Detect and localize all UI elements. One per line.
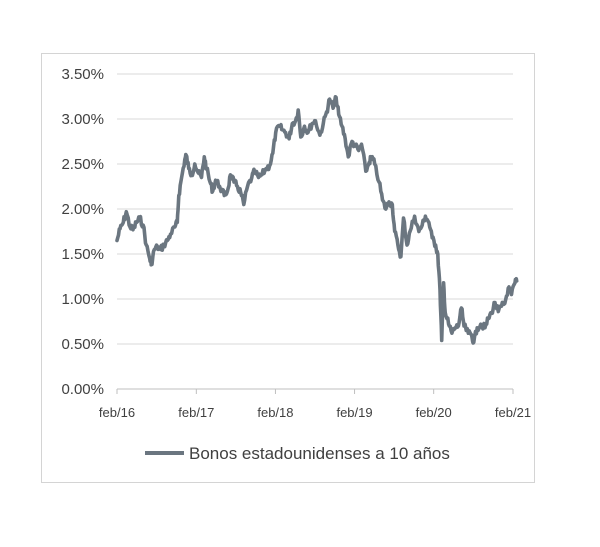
y-tick-label: 0.50%	[61, 336, 104, 353]
y-tick-label: 1.50%	[61, 246, 104, 263]
x-tick-label: feb/19	[336, 405, 372, 420]
series-line	[115, 95, 519, 345]
x-tick-label: feb/17	[178, 405, 214, 420]
axes	[116, 388, 514, 394]
chart-frame	[41, 53, 535, 483]
y-tick-label: 0.00%	[61, 381, 104, 398]
y-tick-label: 3.50%	[61, 66, 104, 83]
y-tick-label: 1.00%	[61, 291, 104, 308]
x-tick-labels: feb/16 feb/17 feb/18 feb/19 feb/20 feb/21	[99, 405, 531, 420]
legend: Bonos estadounidenses a 10 años	[145, 444, 450, 463]
legend-label: Bonos estadounidenses a 10 años	[189, 444, 450, 463]
x-tick-label: feb/20	[416, 405, 452, 420]
series-lines	[115, 95, 519, 345]
x-tick-label: feb/21	[495, 405, 531, 420]
y-tick-label: 2.50%	[61, 156, 104, 173]
x-tick-label: feb/16	[99, 405, 135, 420]
y-tick-labels: 0.00% 0.50% 1.00% 1.50% 2.00% 2.50% 3.00% 3.50%	[61, 66, 104, 398]
y-tick-label: 3.00%	[61, 111, 104, 128]
x-tick-label: feb/18	[257, 405, 293, 420]
y-tick-label: 2.00%	[61, 201, 104, 218]
